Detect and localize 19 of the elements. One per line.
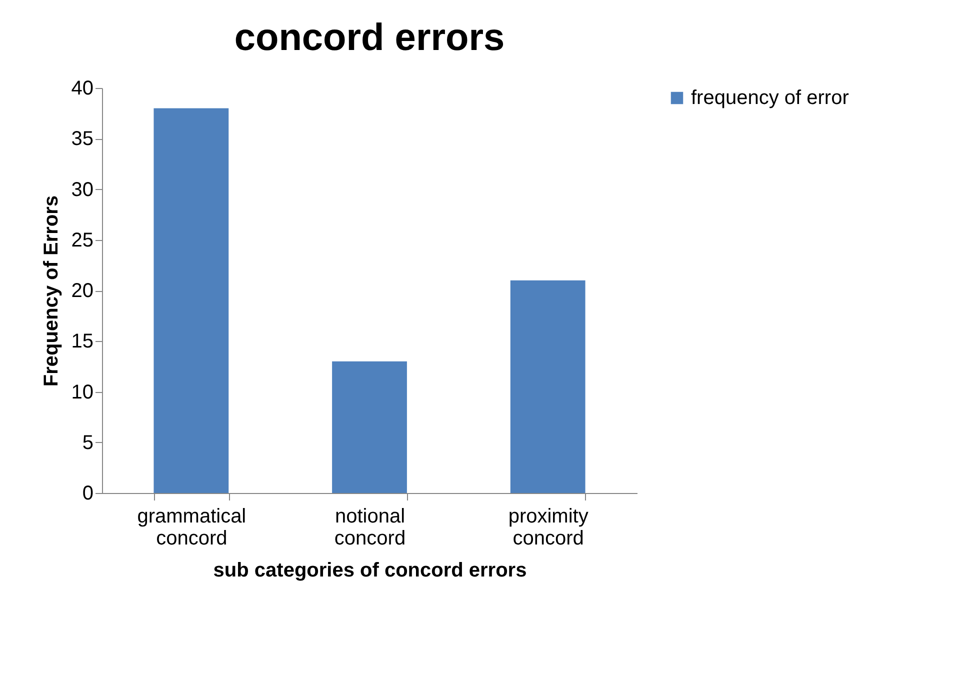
y-tick-label: 40 bbox=[71, 78, 94, 100]
y-tick-label: 35 bbox=[71, 128, 94, 150]
bar bbox=[332, 361, 407, 493]
y-tick-label: 15 bbox=[71, 330, 94, 353]
x-tick-label: notional concord bbox=[334, 506, 406, 550]
y-tick-label: 10 bbox=[71, 381, 94, 404]
x-axis-title: sub categories of concord errors bbox=[213, 560, 527, 582]
y-tick-label: 5 bbox=[82, 432, 94, 454]
y-tick-label: 0 bbox=[82, 482, 94, 504]
chart-title: concord errors bbox=[234, 17, 505, 59]
x-tick-label: proximity concord bbox=[508, 506, 588, 550]
bar bbox=[154, 108, 229, 493]
bar bbox=[510, 280, 586, 493]
y-axis-title: Frequency of Errors bbox=[40, 195, 62, 387]
x-tick-label: grammatical concord bbox=[137, 506, 246, 550]
y-tick-label: 20 bbox=[71, 280, 94, 302]
legend-label: frequency of error bbox=[691, 87, 850, 109]
y-tick-label: 30 bbox=[71, 178, 94, 201]
y-tick-label: 25 bbox=[71, 229, 94, 252]
